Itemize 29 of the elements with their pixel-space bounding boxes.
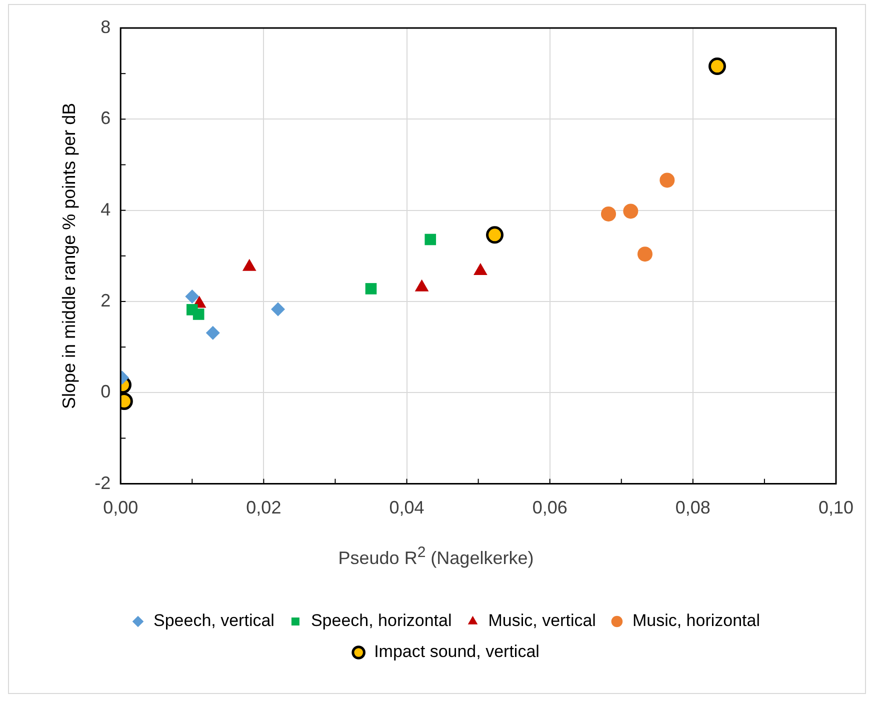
point bbox=[270, 302, 285, 316]
x-tick-label: 0,00 bbox=[103, 498, 138, 518]
point bbox=[192, 308, 204, 320]
point bbox=[365, 283, 377, 294]
point bbox=[660, 172, 675, 188]
legend-label: Speech, vertical bbox=[154, 611, 274, 630]
y-tick-label: -2 bbox=[94, 472, 111, 493]
point bbox=[623, 204, 638, 219]
point bbox=[206, 326, 220, 340]
point bbox=[637, 246, 652, 262]
point bbox=[185, 289, 200, 304]
y-tick-label: 6 bbox=[100, 108, 111, 128]
legend-label: Music, horizontal bbox=[632, 611, 760, 630]
y-tick-label: 0 bbox=[100, 382, 111, 402]
y-axis-title: Slope in middle range % points per dB bbox=[58, 102, 79, 409]
legend-label: Impact sound, vertical bbox=[374, 642, 540, 662]
y-tick-label: 4 bbox=[100, 199, 111, 220]
x-tick-label: 0,08 bbox=[675, 498, 710, 518]
point bbox=[424, 234, 436, 246]
y-tick-label: 2 bbox=[100, 290, 111, 310]
x-tick-label: 0,04 bbox=[389, 498, 424, 518]
y-tick-label: 8 bbox=[100, 16, 111, 37]
x-tick-label: 0,06 bbox=[532, 498, 568, 518]
x-axis-title: Pseudo R$^{2}$ (Nagelkerke) bbox=[337, 544, 535, 569]
point bbox=[601, 206, 616, 222]
x-tick-label: 0,02 bbox=[246, 498, 282, 518]
legend-label: Speech, horizontal bbox=[310, 611, 452, 630]
legend-label: Music, vertical bbox=[488, 611, 596, 630]
x-tick-label: 0,10 bbox=[818, 498, 854, 518]
